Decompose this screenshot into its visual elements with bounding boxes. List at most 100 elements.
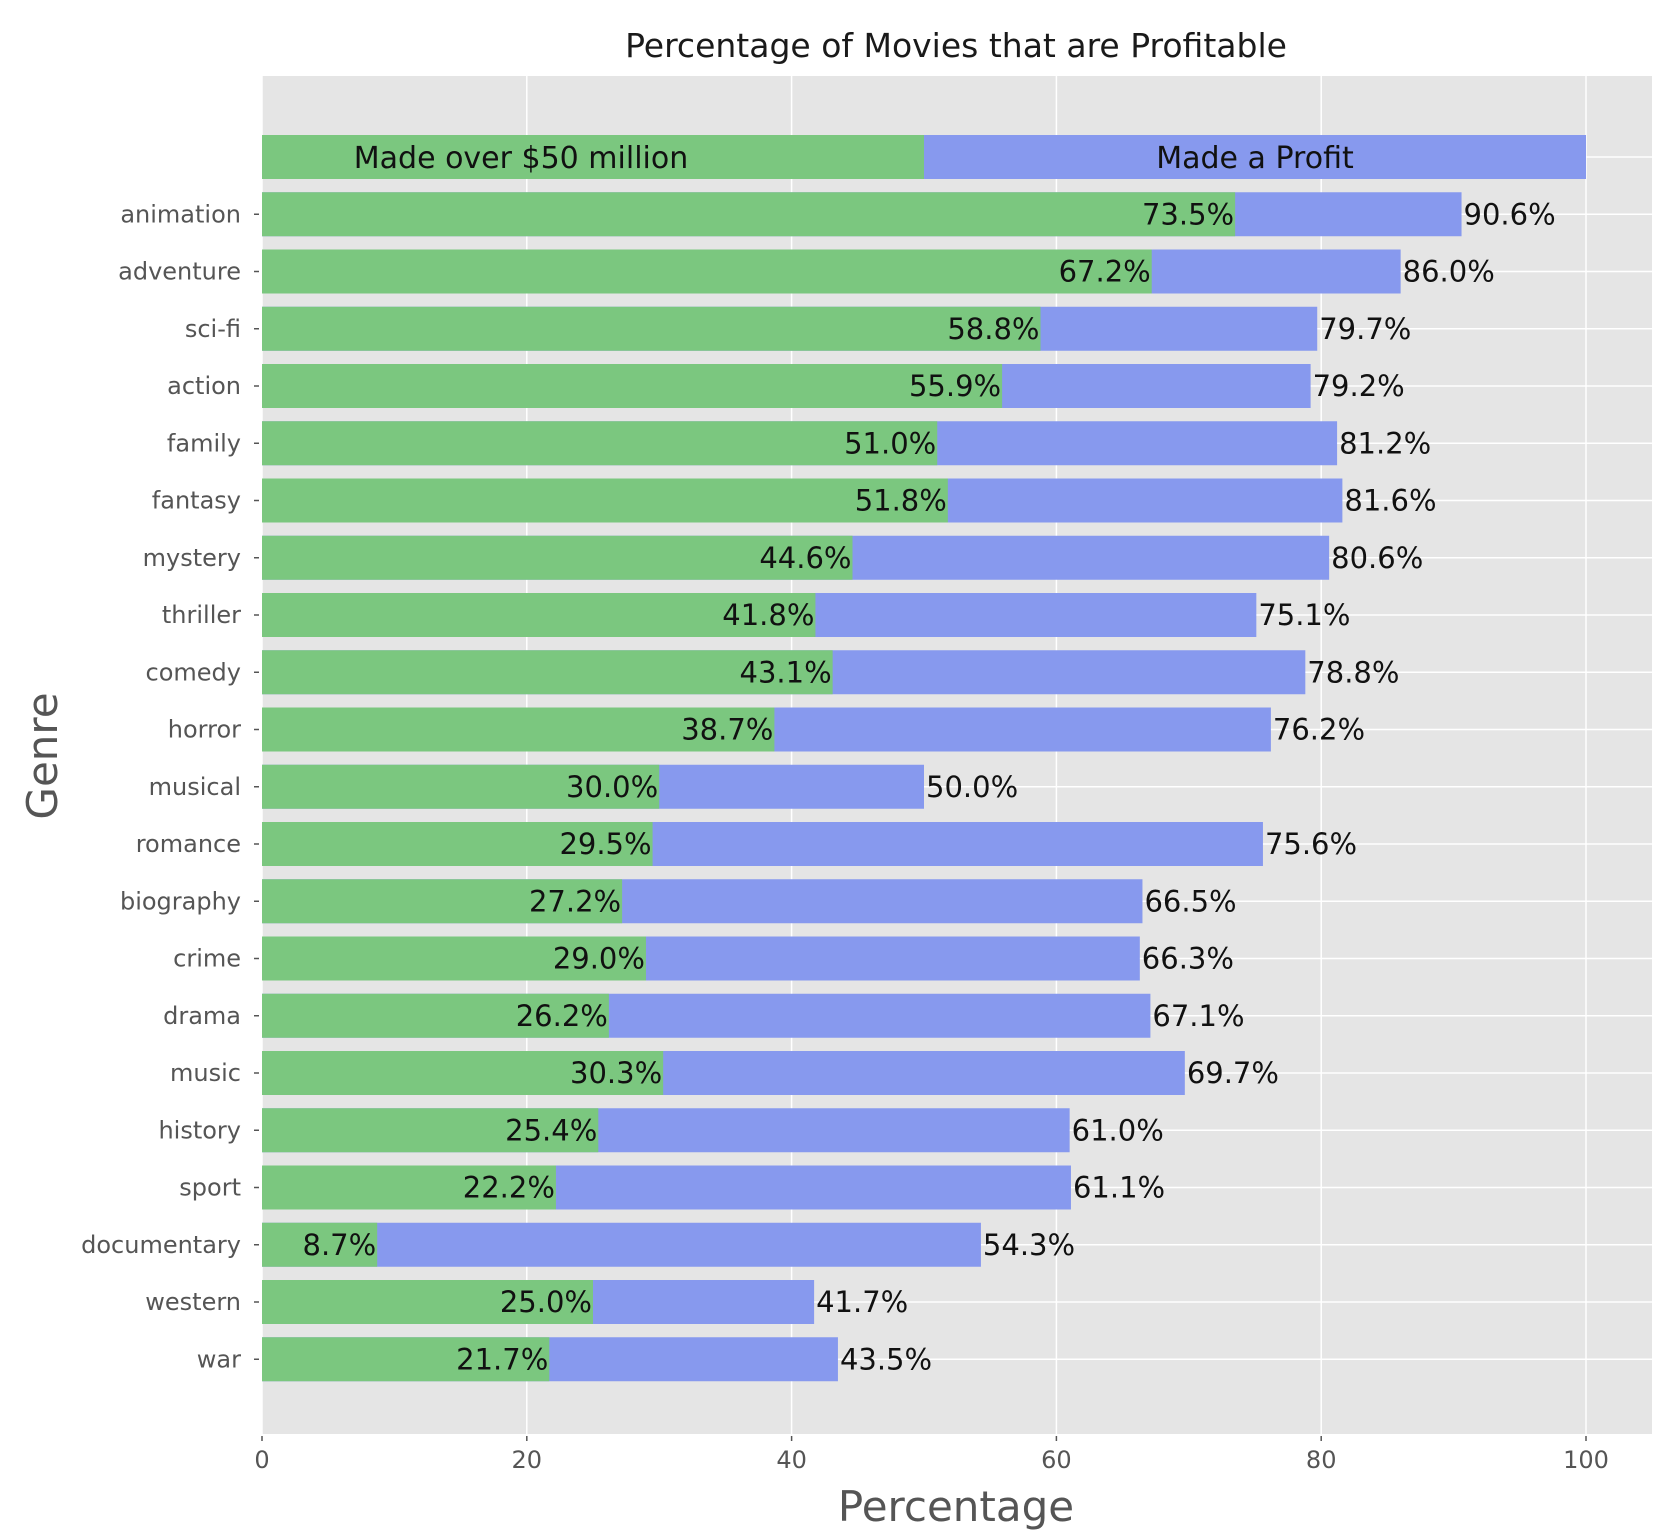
y-tick-label-romance: romance <box>136 830 241 858</box>
bar-over-50m-war <box>262 1337 550 1382</box>
y-tick-label-biography: biography <box>120 887 241 915</box>
y-tick-label-drama: drama <box>163 1002 241 1030</box>
data-label-over-50m-drama: 26.2% <box>516 999 608 1033</box>
data-label-over-50m-musical: 30.0% <box>566 770 658 804</box>
bar-profit-documentary <box>262 1222 981 1267</box>
y-tick-label-family: family <box>167 429 241 457</box>
bar-over-50m-sport <box>262 1165 556 1210</box>
y-tick-label-documentary: documentary <box>81 1231 241 1259</box>
y-tick-label-adventure: adventure <box>118 258 241 286</box>
bar-over-50m-biography <box>262 879 623 924</box>
data-label-over-50m-thriller: 41.8% <box>722 598 814 632</box>
data-label-profit-horror: 76.2% <box>1273 713 1365 747</box>
y-tick-label-sport: sport <box>179 1174 241 1202</box>
y-tick-label-sci-fi: sci-fi <box>185 315 241 343</box>
legend: Made over $50 million Made a Profit <box>262 135 1586 179</box>
y-tick-label-thriller: thriller <box>162 601 241 629</box>
data-label-profit-biography: 66.5% <box>1144 884 1236 918</box>
x-tick-label-0: 0 <box>254 1446 269 1474</box>
bar-over-50m-sci-fi <box>262 306 1041 351</box>
data-label-over-50m-romance: 29.5% <box>559 827 651 861</box>
y-axis-label: Genre <box>18 692 67 819</box>
x-tick-label-80: 80 <box>1306 1446 1337 1474</box>
legend-label-profit: Made a Profit <box>1156 141 1354 176</box>
data-label-profit-sport: 61.1% <box>1073 1171 1165 1205</box>
data-labels: 73.5% 90.6% 67.2% 86.0% 58.8% 79.7% 55.9% 79.2%… <box>303 197 1556 1376</box>
data-label-over-50m-adventure: 67.2% <box>1059 255 1151 289</box>
legend-swatch-over-50m <box>262 135 924 179</box>
bar-over-50m-drama <box>262 993 609 1038</box>
data-label-profit-sci-fi: 79.7% <box>1319 312 1411 346</box>
data-label-over-50m-sci-fi: 58.8% <box>947 312 1039 346</box>
x-axis-ticks: 0 20 40 60 80 100 <box>254 1436 1609 1474</box>
data-label-over-50m-history: 25.4% <box>505 1113 597 1147</box>
data-label-profit-drama: 67.1% <box>1152 999 1244 1033</box>
bar-over-50m-music <box>262 1051 664 1095</box>
data-label-over-50m-horror: 38.7% <box>681 713 773 747</box>
bar-over-50m-animation <box>262 192 1236 237</box>
data-label-profit-animation: 90.6% <box>1464 197 1556 231</box>
bar-over-50m-comedy <box>262 650 833 695</box>
bar-over-50m-romance <box>262 822 653 866</box>
data-label-over-50m-comedy: 43.1% <box>740 655 832 689</box>
data-label-over-50m-documentary: 8.7% <box>303 1228 377 1262</box>
data-label-profit-action: 79.2% <box>1313 369 1405 403</box>
data-label-profit-comedy: 78.8% <box>1307 655 1399 689</box>
bar-over-50m-adventure <box>262 249 1152 294</box>
bars <box>262 192 1462 1382</box>
data-label-over-50m-action: 55.9% <box>909 369 1001 403</box>
x-tick-label-60: 60 <box>1041 1446 1072 1474</box>
y-tick-label-action: action <box>167 372 241 400</box>
y-tick-label-animation: animation <box>120 200 241 228</box>
bar-over-50m-fantasy <box>262 478 948 523</box>
data-label-over-50m-family: 51.0% <box>844 426 936 460</box>
y-tick-label-war: war <box>197 1345 241 1373</box>
y-tick-label-fantasy: fantasy <box>152 487 241 515</box>
data-label-profit-romance: 75.6% <box>1265 827 1357 861</box>
data-label-profit-music: 69.7% <box>1187 1056 1279 1090</box>
y-tick-label-mystery: mystery <box>143 544 241 572</box>
legend-label-over-50m: Made over $50 million <box>354 141 688 176</box>
bar-over-50m-thriller <box>262 593 816 637</box>
y-tick-label-history: history <box>158 1116 241 1144</box>
data-label-over-50m-music: 30.3% <box>570 1056 662 1090</box>
y-tick-label-horror: horror <box>168 716 241 744</box>
bar-over-50m-action <box>262 364 1003 408</box>
data-label-over-50m-mystery: 44.6% <box>759 541 851 575</box>
bar-over-50m-documentary <box>262 1222 378 1267</box>
y-axis-ticks: animation adventure sci-fi action family fant… <box>81 200 259 1373</box>
data-label-over-50m-sport: 22.2% <box>463 1171 555 1205</box>
data-label-over-50m-fantasy: 51.8% <box>855 484 947 518</box>
data-label-profit-musical: 50.0% <box>926 770 1018 804</box>
x-tick-label-100: 100 <box>1563 1446 1609 1474</box>
y-tick-label-western: western <box>145 1288 241 1316</box>
data-label-profit-mystery: 80.6% <box>1331 541 1423 575</box>
bar-over-50m-crime <box>262 936 646 981</box>
y-tick-label-crime: crime <box>173 945 241 973</box>
data-label-profit-family: 81.2% <box>1339 426 1431 460</box>
data-label-over-50m-biography: 27.2% <box>529 884 621 918</box>
data-label-profit-history: 61.0% <box>1072 1113 1164 1147</box>
data-label-profit-western: 41.7% <box>816 1285 908 1319</box>
chart-title: Percentage of Movies that are Profitable <box>625 26 1287 65</box>
data-label-over-50m-war: 21.7% <box>456 1342 548 1376</box>
y-tick-label-comedy: comedy <box>146 658 241 686</box>
bar-over-50m-musical <box>262 764 660 809</box>
x-axis-label: Percentage <box>838 1482 1074 1531</box>
y-tick-label-music: music <box>170 1059 241 1087</box>
data-label-profit-thriller: 75.1% <box>1258 598 1350 632</box>
data-label-over-50m-animation: 73.5% <box>1142 197 1234 231</box>
bar-over-50m-mystery <box>262 535 853 580</box>
y-tick-label-musical: musical <box>149 773 241 801</box>
bar-over-50m-western <box>262 1280 593 1324</box>
data-label-over-50m-western: 25.0% <box>500 1285 592 1319</box>
x-tick-label-40: 40 <box>776 1446 807 1474</box>
data-label-profit-adventure: 86.0% <box>1403 255 1495 289</box>
data-label-over-50m-crime: 29.0% <box>553 942 645 976</box>
bar-over-50m-history <box>262 1108 599 1153</box>
data-label-profit-documentary: 54.3% <box>983 1228 1075 1262</box>
data-label-profit-crime: 66.3% <box>1142 942 1234 976</box>
data-label-profit-war: 43.5% <box>840 1342 932 1376</box>
x-tick-label-20: 20 <box>512 1446 543 1474</box>
